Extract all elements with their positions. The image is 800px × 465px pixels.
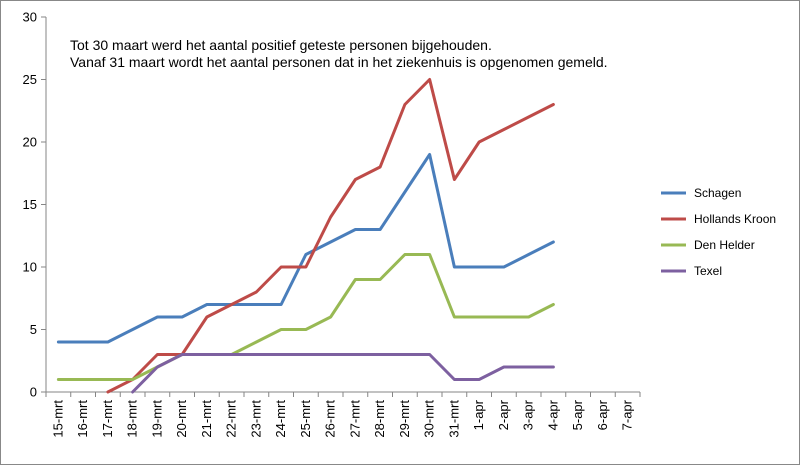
legend: Schagen Hollands Kroon Den Helder Texel bbox=[661, 186, 776, 278]
axes: 0 5 10 15 20 25 30 15-mrt 16-mrt 17-mrt 18-mrt 19-m… bbox=[23, 10, 641, 438]
x-tick-label: 22-mrt bbox=[224, 400, 239, 438]
series-layer bbox=[56, 78, 555, 394]
x-tick-label: 25-mrt bbox=[298, 400, 313, 438]
x-tick-label: 26-mrt bbox=[323, 400, 338, 438]
x-tick-label: 24-mrt bbox=[273, 400, 288, 438]
y-tick-label: 30 bbox=[23, 10, 37, 25]
x-tick-label: 16-mrt bbox=[75, 400, 90, 438]
y-tick-label: 0 bbox=[30, 385, 37, 400]
x-tick-label: 23-mrt bbox=[248, 400, 263, 438]
y-tick-label: 5 bbox=[30, 322, 37, 337]
legend-label: Texel bbox=[694, 264, 722, 278]
x-tick-label: 20-mrt bbox=[174, 400, 189, 438]
series-line-texel bbox=[131, 353, 555, 394]
x-tick-label: 19-mrt bbox=[149, 400, 164, 438]
x-tick-label: 7-apr bbox=[620, 399, 635, 430]
y-tick-label: 25 bbox=[23, 72, 37, 87]
legend-label: Den Helder bbox=[694, 238, 755, 252]
x-tick-label: 18-mrt bbox=[125, 400, 140, 438]
x-tick-label: 1-apr bbox=[471, 399, 486, 430]
series-line-schagen bbox=[56, 153, 555, 344]
x-tick-label: 15-mrt bbox=[50, 400, 65, 438]
x-tick-label: 31-mrt bbox=[446, 400, 461, 438]
x-tick-label: 6-apr bbox=[595, 399, 610, 430]
x-tick-label: 30-mrt bbox=[422, 400, 437, 438]
x-tick-label: 4-apr bbox=[545, 399, 560, 430]
x-tick-label: 2-apr bbox=[496, 399, 511, 430]
legend-label: Schagen bbox=[694, 186, 741, 200]
x-tick-label: 29-mrt bbox=[397, 400, 412, 438]
x-tick-label: 27-mrt bbox=[347, 400, 362, 438]
x-tick-label: 5-apr bbox=[570, 399, 585, 430]
x-tick-label: 28-mrt bbox=[372, 400, 387, 438]
y-tick-label: 15 bbox=[23, 197, 37, 212]
x-tick-label: 17-mrt bbox=[100, 400, 115, 438]
y-tick-label: 10 bbox=[23, 260, 37, 275]
annotation-line-2: Vanaf 31 maart wordt het aantal personen… bbox=[70, 54, 608, 70]
series-line-den-helder bbox=[56, 253, 555, 381]
x-tick-label: 3-apr bbox=[521, 399, 536, 430]
legend-label: Hollands Kroon bbox=[694, 212, 776, 226]
x-tick-label: 21-mrt bbox=[199, 400, 214, 438]
y-tick-label: 20 bbox=[23, 135, 37, 150]
annotation-line-1: Tot 30 maart werd het aantal positief ge… bbox=[70, 37, 492, 53]
